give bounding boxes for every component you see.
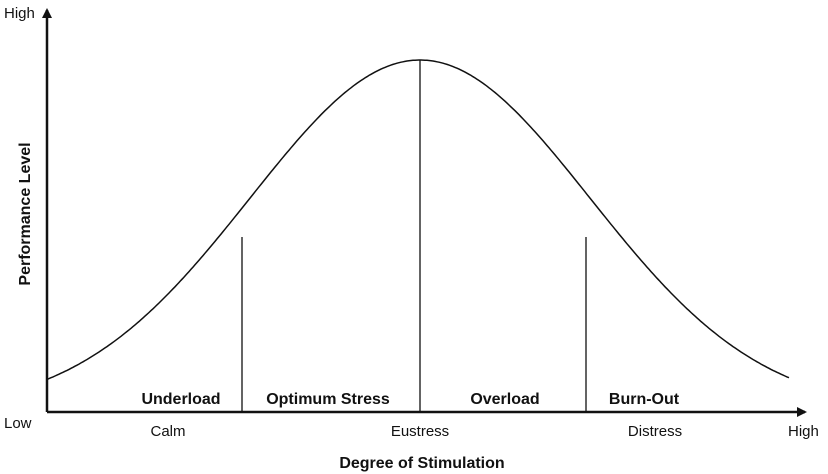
x-category-calm: Calm — [150, 423, 185, 440]
region-label-burn-out: Burn-Out — [609, 391, 680, 408]
x-axis-end-label: High — [788, 423, 819, 440]
performance-curve — [46, 59, 790, 381]
region-label-underload: Underload — [141, 391, 220, 408]
x-category-eustress: Eustress — [391, 423, 449, 440]
region-label-optimum-stress: Optimum Stress — [266, 391, 390, 408]
x-axis-title: Degree of Stimulation — [339, 455, 504, 472]
region-label-overload: Overload — [470, 391, 539, 408]
y-axis-bottom-label: Low — [4, 415, 32, 432]
x-category-distress: Distress — [628, 423, 682, 440]
y-axis-title: Performance Level — [17, 142, 34, 285]
y-axis-top-label: High — [4, 5, 35, 22]
